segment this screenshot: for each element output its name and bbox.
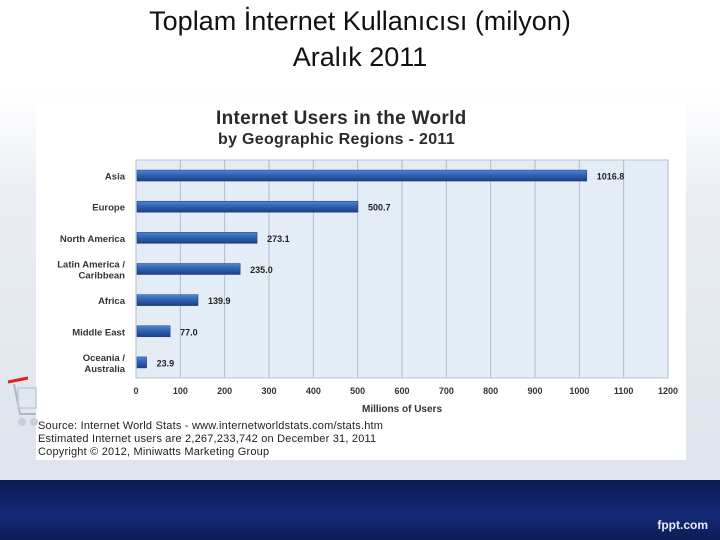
category-label: Europe: [92, 203, 125, 214]
category-label: Asia: [105, 172, 126, 183]
category-label: Latin America / Caribbean: [57, 260, 125, 282]
bar: [136, 232, 258, 244]
x-axis-label: Millions of Users: [362, 404, 442, 415]
value-label: 139.9: [208, 296, 231, 306]
x-tick-label: 1100: [614, 386, 634, 396]
value-labels: 1016.8 500.7 273.1 235.0 139.9 77.0 23.9: [157, 172, 625, 369]
x-tick-label: 0: [133, 386, 138, 396]
bar: [136, 356, 147, 369]
source-line: Source: Internet World Stats - www.inter…: [38, 420, 384, 432]
x-tick-label: 200: [217, 386, 232, 396]
x-tick-label: 100: [173, 386, 188, 396]
category-labels: Asia Europe North America Latin America / Ca…: [57, 172, 126, 375]
footer-band: fppt.com: [0, 480, 720, 540]
category-label: North America: [60, 234, 126, 245]
value-label: 235.0: [250, 265, 273, 275]
brand-label: fppt.com: [657, 518, 708, 532]
x-tick-label: 600: [394, 386, 409, 396]
value-label: 23.9: [157, 358, 175, 368]
value-label: 1016.8: [597, 172, 625, 182]
gridlines: [135, 160, 669, 378]
category-label: Africa: [98, 296, 126, 307]
value-label: 77.0: [180, 327, 198, 337]
x-tick-label: 900: [527, 386, 542, 396]
x-tick-label: 300: [261, 386, 276, 396]
estimate-line: Estimated Internet users are 2,267,233,7…: [38, 433, 377, 445]
category-label: Oceania / Australia: [83, 353, 126, 375]
chart-subtitle: by Geographic Regions - 2011: [218, 131, 455, 148]
bar: [136, 200, 359, 213]
x-tick-label: 500: [350, 386, 365, 396]
value-label: 273.1: [267, 234, 290, 244]
copyright-line: Copyright © 2012, Miniwatts Marketing Gr…: [38, 446, 270, 458]
shopping-cart-icon: [7, 376, 38, 426]
bar: [136, 169, 588, 182]
bar: [136, 294, 199, 306]
slide-title-line2: Aralık 2011: [292, 42, 428, 72]
bars: [136, 169, 588, 369]
x-tick-labels: 0 100 200 300 400 500 600 700 800 900 1000 1100 1200: [133, 386, 678, 396]
x-tick-label: 800: [483, 386, 498, 396]
x-tick-label: 1200: [658, 386, 678, 396]
x-tick-label: 1000: [569, 386, 589, 396]
value-label: 500.7: [368, 203, 391, 213]
chart-title: Internet Users in the World: [216, 108, 467, 129]
chart-image: Asia Europe North America Latin America / Ca…: [36, 104, 686, 460]
x-tick-label: 700: [439, 386, 454, 396]
category-label: Middle East: [72, 327, 126, 338]
bar: [136, 325, 171, 338]
x-tick-label: 400: [306, 386, 321, 396]
bar-chart: Asia Europe North America Latin America / Ca…: [57, 159, 678, 415]
bar: [136, 263, 241, 275]
slide-title-line1: Toplam İnternet Kullanıcısı (milyon): [149, 6, 571, 36]
